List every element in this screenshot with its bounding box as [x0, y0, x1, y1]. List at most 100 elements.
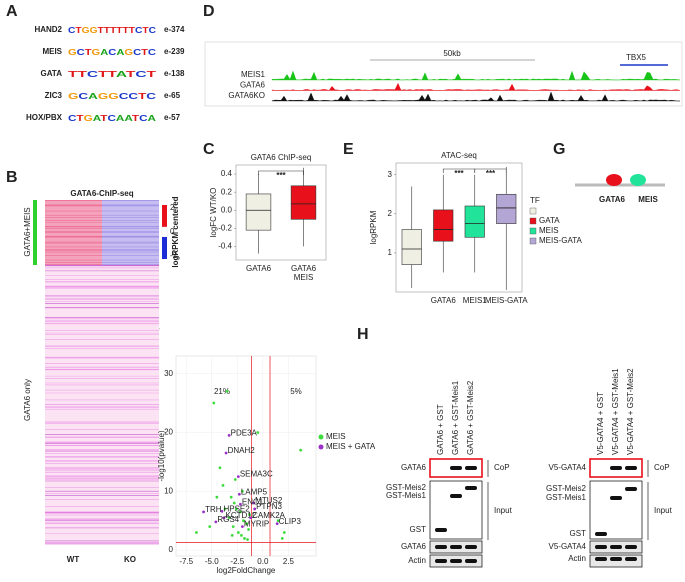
band-label: GST-Meis1 — [386, 491, 427, 500]
point — [299, 448, 303, 452]
band-label: GATA6 — [401, 463, 427, 472]
y-tick-label: 1 — [388, 248, 393, 257]
colorbar-mid — [161, 226, 168, 238]
column-label: WT — [67, 555, 80, 564]
panel-letter: B — [6, 169, 18, 186]
bracket — [474, 168, 507, 173]
gene-label: MYRIP — [244, 520, 269, 529]
significance: *** — [486, 169, 496, 178]
annotation: 21% — [214, 387, 230, 396]
point — [245, 522, 248, 526]
band — [610, 496, 622, 500]
track-frame — [204, 41, 683, 107]
lane-label: GATA6 + GST — [436, 404, 445, 455]
legend-label: MEIS — [539, 226, 559, 235]
point — [247, 528, 250, 531]
box — [401, 229, 422, 265]
gene-label: ENC1 — [242, 497, 264, 506]
section-label: Input — [654, 506, 673, 515]
motif-evalue: e-138 — [164, 69, 185, 78]
plot-title: GATA6 ChIP-seq — [251, 153, 312, 162]
point — [256, 431, 260, 434]
track-name: GATA6 — [240, 81, 266, 90]
x-tick-label: 0.0 — [257, 557, 269, 566]
section-label: CoP — [654, 463, 670, 472]
legend-title: TF — [530, 196, 540, 205]
y-tick-label: 30 — [164, 369, 173, 378]
gene-label: CAMK2A — [252, 511, 286, 520]
box — [496, 193, 517, 224]
gene-label: PDE3A — [231, 429, 258, 438]
significance: *** — [276, 171, 286, 180]
band — [450, 466, 462, 470]
point — [275, 522, 279, 526]
y-tick-label: 0 — [169, 545, 174, 554]
gene-label: RGS4 — [217, 515, 239, 524]
legend-swatch — [529, 207, 537, 215]
band — [625, 487, 637, 491]
box — [245, 193, 272, 231]
legend-label: MEIS-GATA — [539, 236, 582, 245]
bracket — [258, 170, 304, 175]
point — [243, 536, 246, 540]
scale-label: 50kb — [443, 49, 461, 58]
panel-letter: A — [6, 3, 18, 20]
motif-evalue: e-57 — [164, 113, 181, 122]
motif-evalue: e-65 — [164, 91, 181, 100]
gene-label: MTUS2 — [255, 496, 283, 505]
x-tick-label: -2.5 — [230, 557, 244, 566]
point — [220, 509, 224, 513]
box — [290, 185, 317, 220]
factor — [606, 174, 622, 186]
x-tick-label: -5.0 — [205, 557, 219, 566]
plot-frame — [235, 164, 327, 261]
group-label: GATA6 only — [23, 379, 32, 421]
point — [215, 495, 219, 499]
heatmap-only — [45, 265, 159, 545]
band-label: V5-GATA4 — [549, 463, 587, 472]
x-tick-label: MEIS-GATA — [485, 296, 528, 305]
gene-label: PTPN3 — [256, 502, 282, 511]
band — [465, 559, 477, 563]
band — [450, 545, 462, 549]
point — [282, 531, 286, 534]
point — [230, 534, 234, 537]
point — [253, 507, 257, 511]
track-signal — [271, 82, 681, 91]
point — [252, 501, 256, 505]
plot-title: ATAC-seq — [441, 151, 477, 160]
heatmap-title: GATA6-ChIP-seq — [70, 189, 133, 198]
x-tick-label: GATA6 — [246, 264, 272, 273]
track-signal — [271, 70, 681, 81]
panel-letter: C — [203, 141, 215, 158]
annotation: 5% — [290, 387, 302, 396]
point — [241, 525, 244, 528]
y-tick-label: 10 — [164, 486, 173, 495]
panel-letter: H — [357, 326, 369, 343]
gene-label: HPSE2 — [223, 504, 250, 513]
band-label: GATA6 — [401, 542, 427, 551]
y-tick-label: -0.2 — [218, 223, 232, 232]
motif-evalue: e-374 — [164, 25, 185, 34]
point — [276, 519, 280, 523]
lane-label: V5-GATA4 + GST-Meis2 — [626, 368, 635, 455]
legend-swatch — [529, 227, 537, 235]
x-tick-label: GATA6 MEIS — [291, 264, 317, 282]
legend-label: MEIS — [326, 432, 346, 441]
legend-swatch — [529, 237, 537, 245]
point — [195, 531, 198, 534]
panel-letter: D — [203, 3, 215, 20]
x-axis-label: log2FoldChange — [217, 566, 276, 575]
box — [464, 205, 485, 238]
x-tick-label: MEIS1 — [463, 296, 488, 305]
point — [246, 538, 249, 541]
band — [435, 559, 447, 563]
band-label: GST — [410, 525, 427, 534]
lane-label: GATA6 + GST-Meis1 — [451, 380, 460, 455]
point — [224, 451, 228, 455]
legend-label: MEIS + GATA — [326, 442, 376, 451]
